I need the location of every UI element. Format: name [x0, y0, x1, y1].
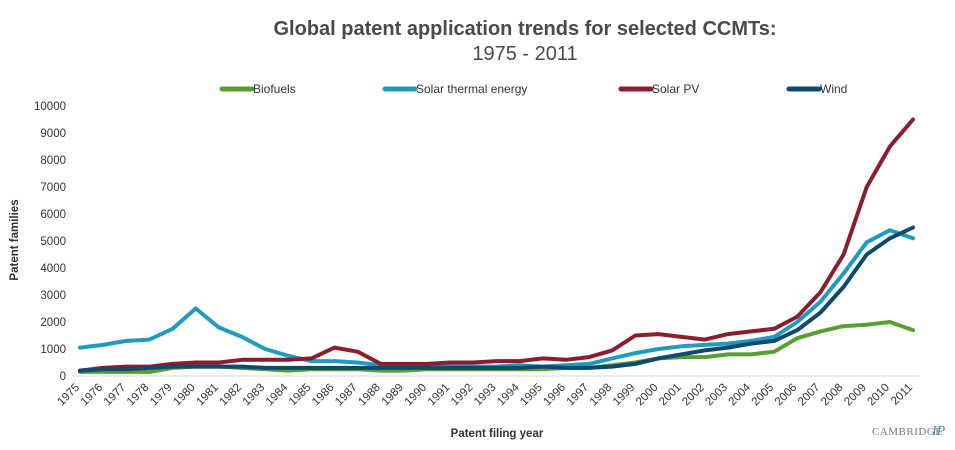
series-line-solar-pv	[78, 117, 915, 373]
x-tick-label: 2006	[773, 382, 800, 409]
x-tick-label: 1986	[310, 382, 337, 409]
x-tick-label: 1993	[472, 382, 499, 409]
y-tick-label: 4000	[40, 263, 66, 275]
x-tick-label: 2010	[865, 382, 892, 409]
x-tick-label: 1976	[79, 382, 106, 409]
chart-subtitle: 1975 - 2011	[472, 43, 577, 65]
x-tick-label: 2008	[819, 382, 846, 409]
legend-label: Solar thermal energy	[416, 82, 527, 96]
x-tick-label: 1984	[264, 381, 291, 408]
x-tick-label: 1994	[495, 381, 522, 408]
x-axis-label: Patent filing year	[451, 428, 544, 440]
x-tick-label: 1989	[379, 382, 406, 409]
x-tick-label: 1988	[356, 382, 383, 409]
x-tick-label: 1992	[449, 382, 476, 409]
x-tick-label: 1977	[102, 382, 129, 409]
y-tick-label: 0	[60, 371, 66, 383]
x-tick-label: 1987	[333, 382, 360, 409]
x-tick-label: 1998	[588, 382, 615, 409]
series-line-wind	[78, 225, 915, 373]
x-tick-label: 2001	[657, 382, 684, 409]
x-tick-label: 1990	[403, 382, 430, 409]
x-tick-label: 2003	[703, 382, 730, 409]
y-tick-label: 8000	[40, 155, 66, 167]
logo-ip-text: IP	[931, 424, 946, 439]
x-tick-label: 1975	[56, 382, 83, 409]
y-axis-ticks: 0 1000 2000 3000 4000 5000 6000 7000 8000 9000 100…	[34, 101, 66, 383]
x-tick-label: 1991	[426, 382, 453, 409]
x-tick-label: 1980	[171, 382, 198, 409]
x-tick-label: 2004	[727, 381, 754, 408]
y-tick-label: 1000	[40, 344, 66, 356]
legend-label: Biofuels	[253, 82, 296, 96]
x-tick-label: 1985	[287, 382, 314, 409]
y-tick-label: 9000	[40, 128, 66, 140]
logo-text: CAMBRIDGE	[872, 426, 943, 438]
legend-label: Wind	[820, 82, 847, 96]
y-tick-label: 7000	[40, 182, 66, 194]
y-tick-label: 3000	[40, 290, 66, 302]
x-tick-label: 1999	[611, 382, 638, 409]
y-tick-label: 5000	[40, 236, 66, 248]
series-line-solar-thermal-energy	[78, 228, 915, 369]
x-tick-label: 1995	[518, 382, 545, 409]
legend-label: Solar PV	[652, 82, 699, 96]
x-tick-label: 2011	[889, 382, 915, 408]
x-tick-label: 2007	[796, 382, 823, 409]
y-tick-label: 6000	[40, 209, 66, 221]
x-axis-ticks: 1975197619771978197919801981198219831984…	[56, 381, 916, 408]
y-tick-label: 2000	[40, 317, 66, 329]
x-tick-label: 2005	[750, 382, 777, 409]
x-tick-label: 1983	[241, 382, 268, 409]
x-tick-label: 2009	[842, 382, 869, 409]
x-tick-label: 1997	[565, 382, 592, 409]
chart-title: Global patent application trends for sel…	[273, 18, 776, 40]
y-axis-label: Patent families	[9, 199, 21, 280]
series-lines	[78, 117, 915, 374]
x-tick-label: 1978	[125, 382, 152, 409]
x-tick-label: 1982	[218, 382, 245, 409]
x-tick-label: 2000	[634, 382, 661, 409]
x-tick-label: 1979	[148, 382, 175, 409]
x-tick-label: 1996	[541, 382, 568, 409]
y-tick-label: 10000	[34, 101, 66, 113]
x-tick-label: 2002	[680, 382, 707, 409]
cambridge-ip-logo: CAMBRIDGE IP	[872, 424, 946, 439]
x-tick-label: 1981	[194, 382, 221, 409]
legend: Biofuels Solar thermal energy Solar PV Wind	[219, 82, 847, 96]
